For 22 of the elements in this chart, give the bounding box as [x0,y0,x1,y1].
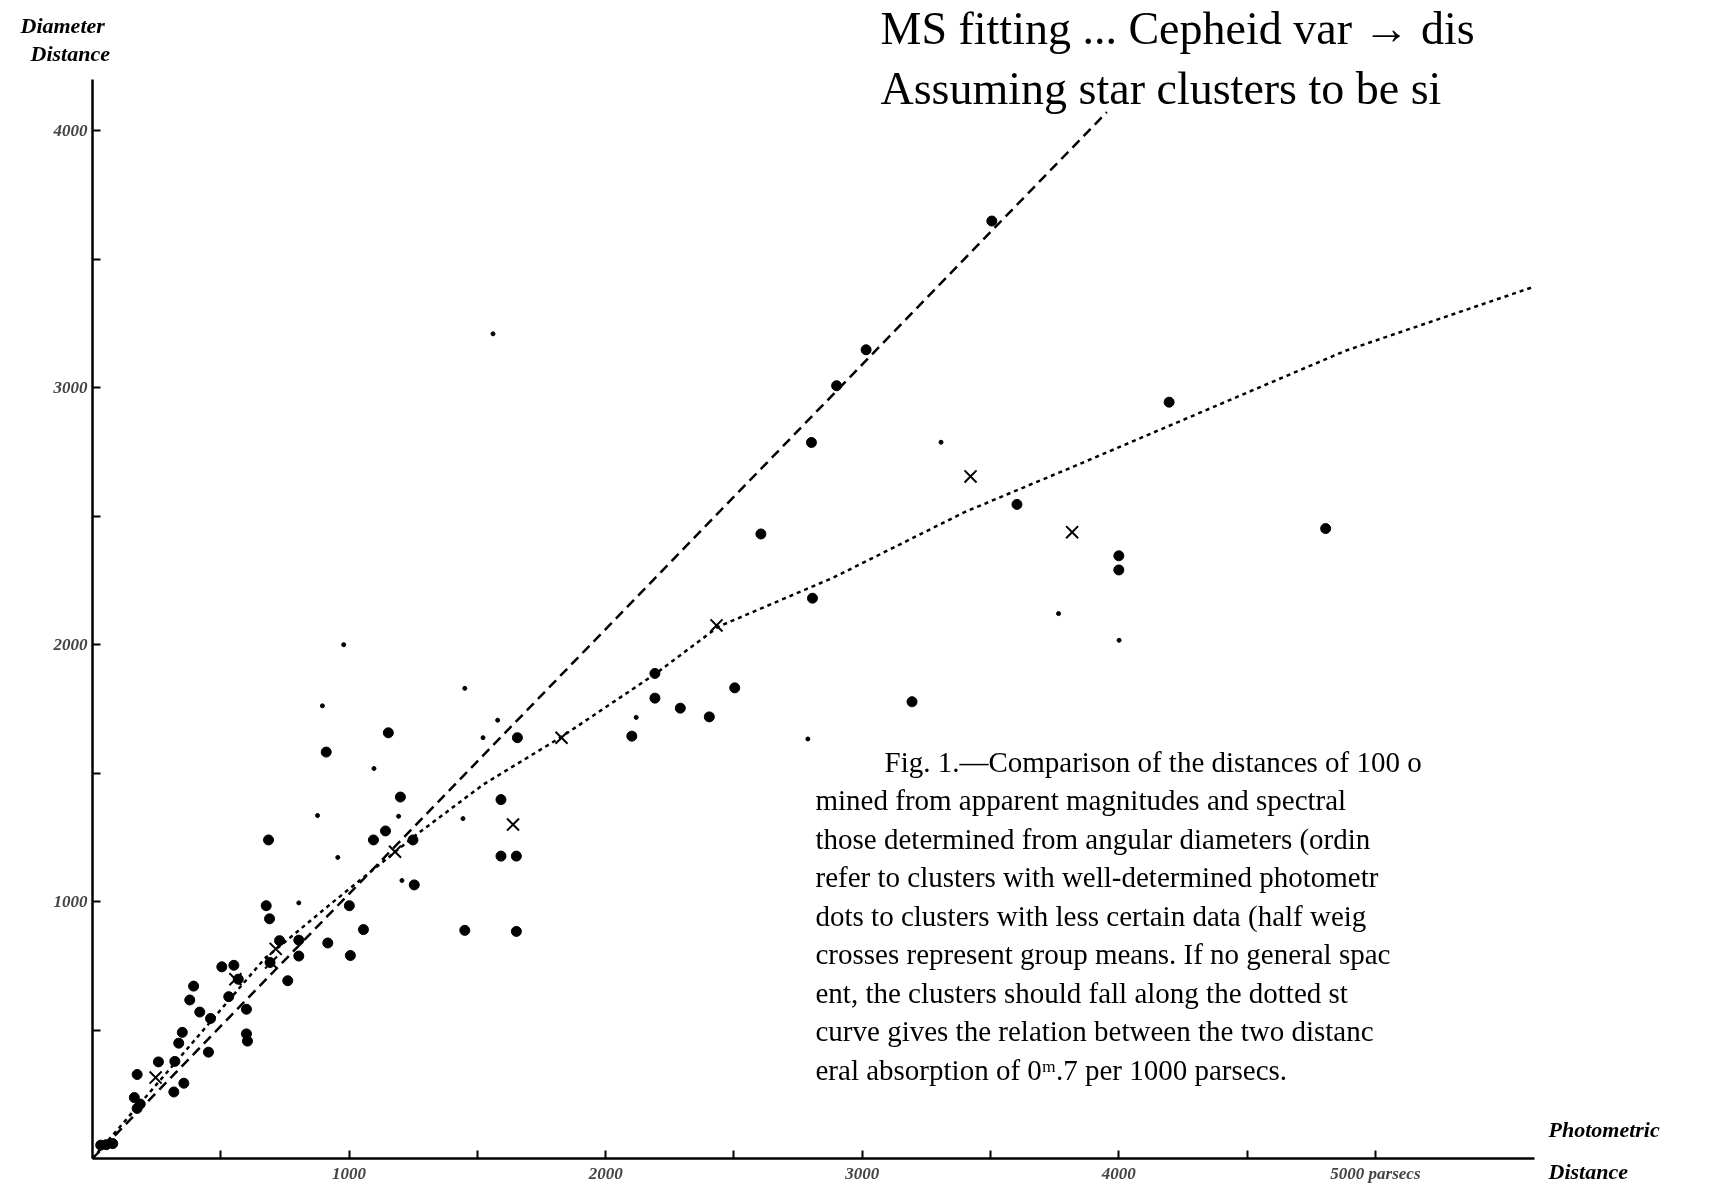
y-axis-title: Diameter Distance [19,12,111,66]
annotation: eral absorption of 0ᵐ.7 per 1000 parsecs. [815,1053,1288,1086]
annotation: crosses represent group means. If no general spac [815,938,1391,970]
x-tick-label: 4000 [1100,1163,1137,1183]
y-tick-label: 3000 [52,378,88,398]
y-tick-label: 1000 [53,892,88,912]
annotation: mined from apparent magnitudes and spectral [815,784,1347,816]
annotation: curve gives the relation between the two distanc [815,1015,1374,1047]
y-tick-label: 2000 [52,635,88,655]
annotation: dots to clusters with less certain data (half weig [815,899,1367,933]
x-tick-label: 3000 [844,1163,880,1183]
x-tick-label: 5000 parsecs [1330,1163,1421,1183]
chart-subtitle: Assuming star clusters to be si [880,62,1442,114]
y-tick-label: 4000 [52,121,88,141]
annotation: refer to clusters with well-determined photometr [815,861,1379,893]
annotation: ent, the clusters should fall along the dotted st [815,976,1348,1009]
x-tick-label: 2000 [587,1163,624,1183]
annotation: Fig. 1.—Comparison of the distances of 100 o [884,745,1422,778]
x-axis-title: Photometric Distance [1547,1116,1660,1184]
chart-title: MS fitting ... Cepheid var → dis [880,2,1475,54]
annotation: those determined from angular diameters (ordin [815,822,1371,856]
x-tick-label: 1000 [332,1163,367,1183]
